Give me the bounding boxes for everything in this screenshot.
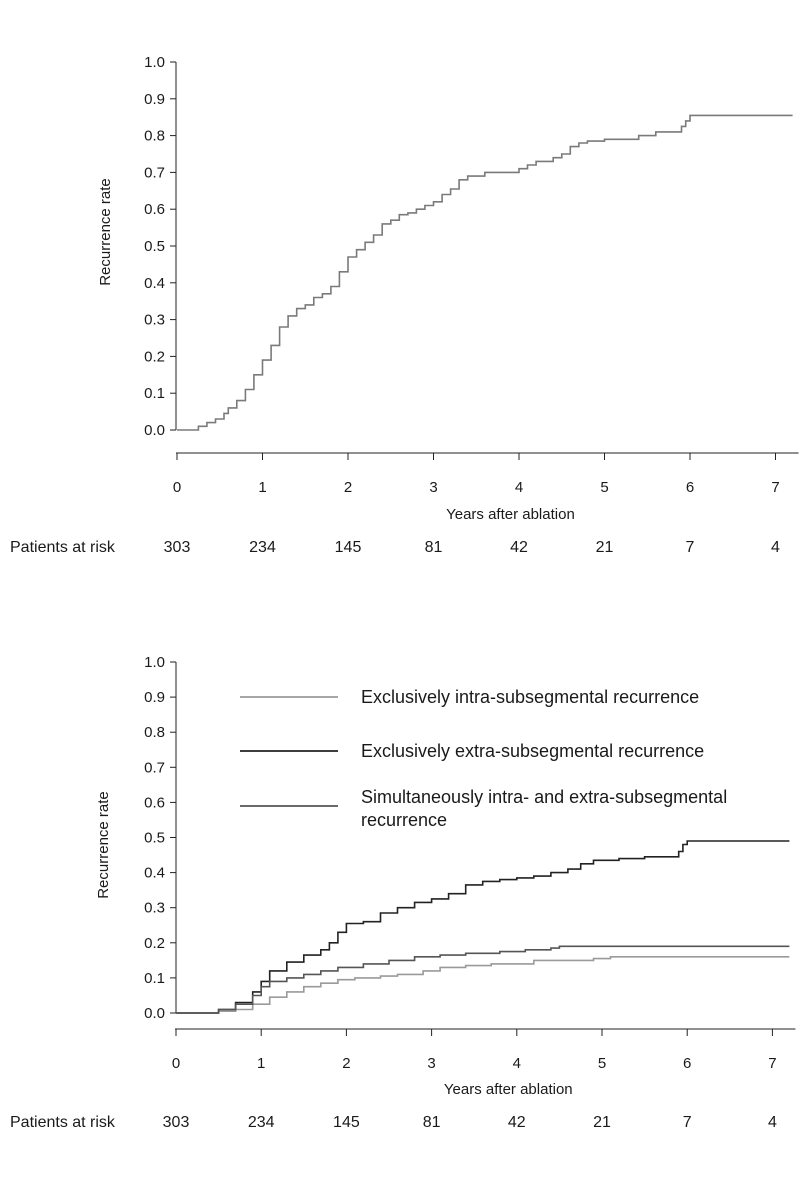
risk-count: 7 — [683, 1114, 692, 1131]
x-tick-label: 1 — [258, 479, 266, 496]
x-tick-label: 6 — [683, 1055, 691, 1072]
risk-table-label: Patients at risk — [10, 1114, 116, 1131]
y-tick-label: 0.0 — [144, 1005, 165, 1022]
y-tick-label: 0.7 — [144, 164, 165, 181]
risk-table-label: Patients at risk — [10, 539, 116, 556]
chart-axes: 0.0 0.1 0.2 0.3 0.4 0.5 0.6 0.7 0.8 0.9 1.0 Recurre… — [97, 54, 799, 523]
series-line-intra — [176, 956, 790, 1014]
y-tick-label: 0.1 — [144, 385, 165, 402]
x-axis-label: Years after ablation — [444, 1081, 573, 1098]
y-tick-label: 0.0 — [144, 422, 165, 439]
x-tick-label: 7 — [771, 479, 779, 496]
x-tick-label: 3 — [429, 479, 437, 496]
risk-table: Patients at risk 303 234 145 81 42 21 7 4 — [10, 539, 780, 556]
risk-count: 81 — [425, 539, 443, 556]
y-tick-label: 0.6 — [144, 794, 165, 811]
x-tick-label: 2 — [342, 1055, 350, 1072]
risk-count: 42 — [510, 539, 528, 556]
risk-count: 81 — [423, 1114, 441, 1131]
plot-area — [176, 840, 790, 1014]
x-tick-label: 3 — [427, 1055, 435, 1072]
y-tick-label: 0.4 — [144, 865, 165, 882]
risk-table: Patients at risk 303 234 145 81 42 21 7 4 — [10, 1114, 777, 1131]
y-tick-label: 0.8 — [144, 128, 165, 145]
y-tick-label: 0.6 — [144, 201, 165, 218]
legend: Exclusively intra-subsegmental recurrenc… — [240, 687, 727, 830]
legend-label-both: Simultaneously intra- and extra-subsegme… — [361, 787, 727, 830]
x-tick-label: 5 — [598, 1055, 606, 1072]
legend-label-intra: Exclusively intra-subsegmental recurrenc… — [361, 687, 699, 707]
y-tick-label: 0.5 — [144, 238, 165, 255]
x-tick-label: 1 — [257, 1055, 265, 1072]
y-tick-label: 0.1 — [144, 970, 165, 987]
y-tick-label: 0.4 — [144, 275, 165, 292]
x-tick-label: 0 — [172, 1055, 180, 1072]
risk-count: 4 — [771, 539, 780, 556]
y-tick-label: 0.2 — [144, 348, 165, 365]
recurrence-pattern-chart: 0.0 0.1 0.2 0.3 0.4 0.5 0.6 0.7 0.8 0.9 1.0 Recurre… — [10, 654, 796, 1131]
y-tick-label: 0.5 — [144, 830, 165, 847]
risk-count: 303 — [163, 1114, 190, 1131]
risk-count: 7 — [686, 539, 695, 556]
y-tick-label: 0.8 — [144, 724, 165, 741]
y-tick-label: 0.9 — [144, 689, 165, 706]
risk-count: 21 — [593, 1114, 611, 1131]
x-tick-label: 0 — [173, 479, 181, 496]
x-tick-label: 4 — [515, 479, 523, 496]
x-tick-label: 4 — [513, 1055, 521, 1072]
y-tick-label: 0.3 — [144, 900, 165, 917]
risk-count: 145 — [333, 1114, 360, 1131]
y-tick-label: 0.2 — [144, 935, 165, 952]
y-tick-label: 0.9 — [144, 91, 165, 108]
risk-count: 4 — [768, 1114, 777, 1131]
risk-count: 234 — [249, 539, 276, 556]
overall-recurrence-chart: 0.0 0.1 0.2 0.3 0.4 0.5 0.6 0.7 0.8 0.9 1.0 Recurre… — [10, 54, 799, 556]
risk-count: 145 — [335, 539, 362, 556]
risk-count: 234 — [248, 1114, 275, 1131]
risk-count: 303 — [164, 539, 191, 556]
y-axis-label: Recurrence rate — [97, 178, 114, 286]
x-axis-label: Years after ablation — [446, 506, 575, 523]
y-tick-label: 1.0 — [144, 654, 165, 671]
series-line-extra — [176, 840, 790, 1014]
risk-count: 42 — [508, 1114, 526, 1131]
y-tick-label: 0.3 — [144, 312, 165, 329]
series-line-overall — [177, 114, 793, 431]
risk-count: 21 — [596, 539, 614, 556]
chart-axes: 0.0 0.1 0.2 0.3 0.4 0.5 0.6 0.7 0.8 0.9 1.0 Recurre… — [95, 654, 796, 1098]
x-tick-label: 7 — [768, 1055, 776, 1072]
y-tick-label: 1.0 — [144, 54, 165, 71]
series-line-both — [176, 945, 790, 1014]
x-tick-label: 2 — [344, 479, 352, 496]
plot-area — [177, 114, 793, 431]
y-axis-label: Recurrence rate — [95, 791, 112, 899]
x-tick-label: 5 — [600, 479, 608, 496]
x-tick-label: 6 — [686, 479, 694, 496]
y-tick-label: 0.7 — [144, 759, 165, 776]
legend-label-extra: Exclusively extra-subsegmental recurrenc… — [361, 741, 704, 761]
